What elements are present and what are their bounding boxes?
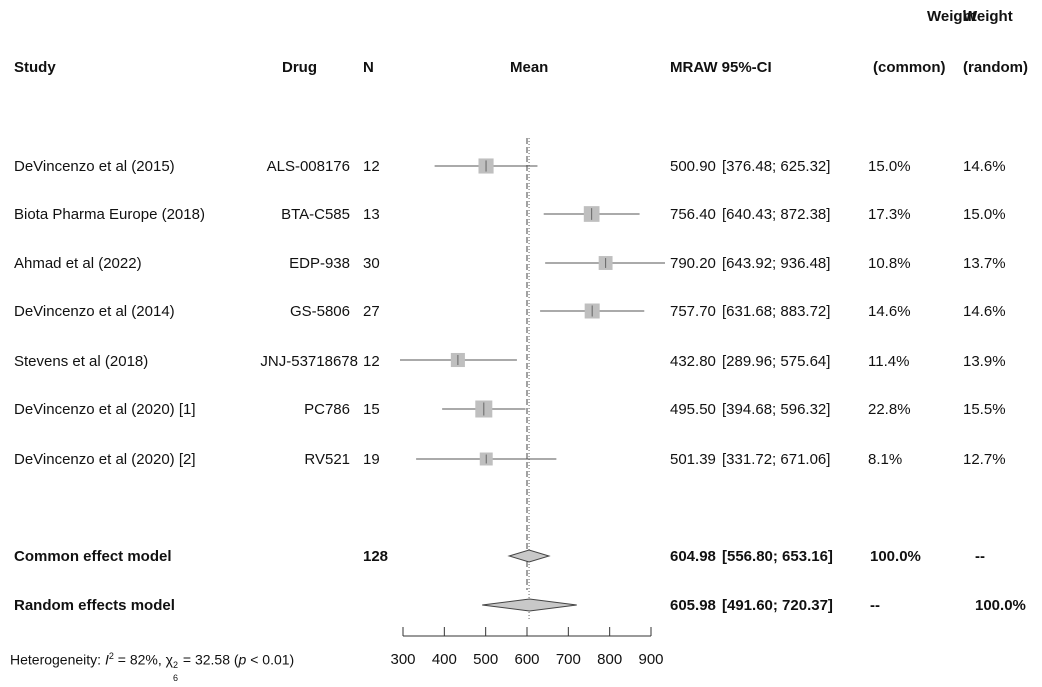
study-n: 15 [363,401,380,418]
study-name: DeVincenzo et al (2020) [1] [14,401,196,418]
random-model-weight-common: -- [870,597,880,614]
study-n: 19 [363,451,380,468]
study-mraw: 495.50 [670,401,716,418]
study-name: DeVincenzo et al (2015) [14,158,175,175]
x-axis-tick-label: 800 [597,651,622,668]
common-model-ci: [556.80; 653.16] [722,548,833,565]
study-weight-random: 15.0% [963,206,1006,223]
study-weight-common: 14.6% [868,303,911,320]
header-common: (common) [873,59,946,76]
study-drug: BTA-C585 [281,206,350,223]
random-effects-diamond [482,598,577,612]
study-mraw: 500.90 [670,158,716,175]
study-weight-common: 22.8% [868,401,911,418]
random-model-ci: [491.60; 720.37] [722,597,833,614]
random-model-mraw: 605.98 [670,597,716,614]
study-weight-random: 13.7% [963,255,1006,272]
study-ci: [289.96; 575.64] [722,353,831,370]
study-ci: [376.48; 625.32] [722,158,831,175]
study-weight-common: 17.3% [868,206,911,223]
study-ci: [394.68; 596.32] [722,401,831,418]
study-weight-common: 8.1% [868,451,903,468]
common-model-weight-common: 100.0% [870,548,921,565]
study-weight-random: 13.9% [963,353,1006,370]
header-study: Study [14,59,56,76]
study-drug: ALS-008176 [266,158,350,175]
study-name: DeVincenzo et al (2020) [2] [14,451,196,468]
study-name: Stevens et al (2018) [14,353,149,370]
common-model-weight-random: -- [975,548,985,565]
common-model-mraw: 604.98 [670,548,716,565]
header-weight-common: Weight [927,8,977,25]
header-weight-random: Weight [963,8,1013,25]
study-name: Biota Pharma Europe (2018) [14,206,205,223]
study-drug: PC786 [304,401,350,418]
common-model-n: 128 [363,548,389,565]
study-drug: RV521 [304,451,350,468]
random-model-weight-random: 100.0% [975,597,1026,614]
study-weight-random: 15.5% [963,401,1006,418]
study-mraw: 790.20 [670,255,716,272]
study-mraw: 756.40 [670,206,716,223]
study-ci: [631.68; 883.72] [722,303,831,320]
x-axis-tick-label: 700 [556,651,581,668]
study-ci: [331.72; 671.06] [722,451,831,468]
forest-plot: 300 400 500 600 700 800 900 [390,138,665,668]
study-drug: GS-5806 [289,303,350,320]
x-axis-tick-label: 500 [473,651,498,668]
study-weight-common: 11.4% [868,353,910,370]
header-mean: Mean [510,59,549,76]
study-weight-random: 12.7% [963,451,1006,468]
study-name: DeVincenzo et al (2014) [14,303,175,320]
x-axis-tick-label: 600 [514,651,539,668]
study-drug: EDP-938 [289,255,350,272]
study-n: 13 [363,206,380,223]
study-n: 30 [363,255,380,272]
x-axis-tick-label: 300 [390,651,415,668]
study-n: 27 [363,303,380,320]
study-mraw: 757.70 [670,303,716,320]
common-effect-diamond [507,549,551,563]
study-n: 12 [363,353,380,370]
x-axis-tick-label: 900 [638,651,663,668]
random-model-label: Random effects model [14,597,175,614]
header-mraw-ci: MRAW 95%-CI [670,59,772,76]
study-weight-common: 10.8% [868,255,911,272]
study-weight-common: 15.0% [868,158,911,175]
common-model-label: Common effect model [14,548,172,565]
x-axis-tick-label: 400 [432,651,457,668]
study-mraw: 432.80 [670,353,716,370]
header-random: (random) [963,59,1028,76]
study-ci: [640.43; 872.38] [722,206,831,223]
study-name: Ahmad et al (2022) [14,255,142,272]
header-n: N [363,59,374,76]
study-mraw: 501.39 [670,451,716,468]
study-ci: [643.92; 936.48] [722,255,831,272]
header-drug: Drug [282,59,317,76]
study-drug: JNJ-53718678 [260,353,358,370]
study-weight-random: 14.6% [963,158,1006,175]
study-n: 12 [363,158,380,175]
study-weight-random: 14.6% [963,303,1006,320]
